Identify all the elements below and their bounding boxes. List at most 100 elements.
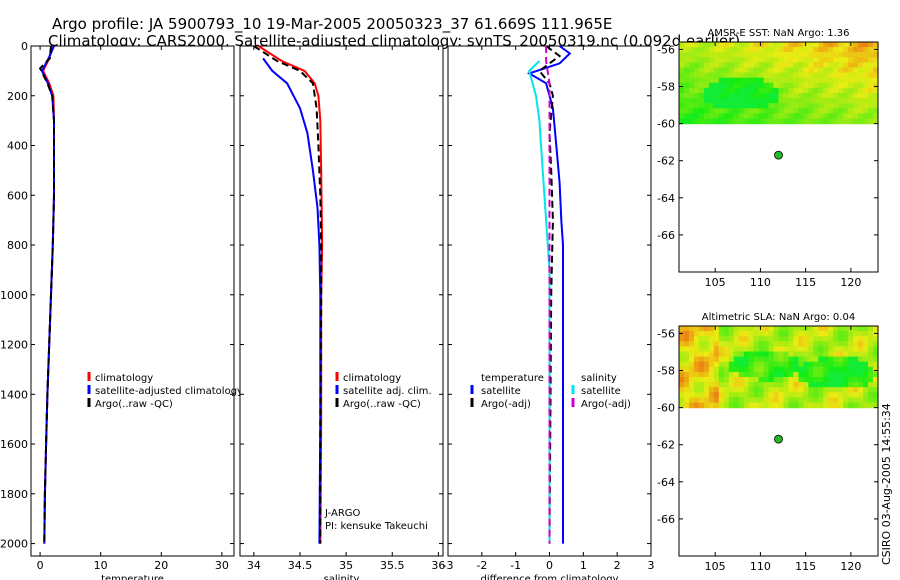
field-cell	[863, 397, 869, 404]
field-cell	[753, 52, 760, 58]
field-cell	[788, 72, 795, 79]
field-cell	[768, 336, 775, 342]
field-cell	[708, 52, 715, 58]
field-cell	[733, 392, 740, 398]
field-cell	[728, 402, 735, 409]
field-cell	[853, 377, 859, 383]
field-cell	[833, 72, 839, 79]
field-cell	[803, 351, 809, 358]
field-cell	[698, 377, 705, 383]
field-cell	[679, 72, 685, 79]
field-cell	[778, 57, 785, 63]
field-cell	[863, 98, 869, 104]
field-cell	[738, 341, 745, 347]
field-cell	[684, 351, 690, 358]
field-cell	[783, 361, 790, 368]
field-cell	[693, 356, 700, 363]
legend-label: satellite-adjusted climatology	[95, 386, 243, 397]
field-cell	[848, 361, 854, 368]
field-cell	[733, 93, 740, 99]
field-cell	[853, 341, 859, 347]
field-cell	[783, 382, 790, 388]
x-tick-label: 34	[247, 559, 261, 572]
field-cell	[833, 47, 839, 53]
x-tick-label: 120	[840, 276, 861, 289]
field-cell	[868, 402, 874, 409]
x-tick-label: 34.5	[288, 559, 313, 572]
field-cell	[778, 72, 785, 79]
field-cell	[863, 93, 869, 99]
field-cell	[868, 108, 874, 114]
field-cell	[838, 336, 844, 342]
field-cell	[718, 397, 725, 404]
field-cell	[788, 371, 795, 378]
field-cell	[873, 351, 879, 358]
field-cell	[738, 402, 745, 409]
field-cell	[788, 351, 795, 358]
field-cell	[848, 103, 854, 109]
field-cell	[753, 93, 760, 99]
x-tick-label: 120	[840, 560, 861, 573]
field-cell	[783, 351, 790, 358]
field-cell	[768, 108, 775, 114]
field-cell	[679, 351, 685, 358]
field-cell	[778, 377, 785, 383]
field-cell	[758, 87, 765, 94]
field-cell	[868, 382, 874, 388]
field-cell	[818, 67, 824, 74]
field-cell	[758, 341, 765, 347]
field-cell	[828, 366, 834, 373]
field-cell	[848, 382, 854, 388]
field-cell	[728, 397, 735, 404]
field-cell	[813, 103, 819, 109]
field-cell	[853, 47, 859, 53]
field-cell	[863, 77, 869, 84]
field-cell	[758, 98, 765, 104]
field-cell	[848, 356, 854, 363]
field-cell	[758, 67, 765, 74]
field-cell	[753, 382, 760, 388]
field-cell	[858, 392, 864, 398]
field-cell	[873, 336, 879, 342]
field-cell	[743, 93, 750, 99]
field-cell	[858, 336, 864, 342]
field-cell	[873, 72, 879, 79]
field-cell	[843, 331, 849, 337]
field-cell	[823, 356, 829, 363]
field-cell	[693, 72, 700, 79]
field-cell	[823, 42, 829, 48]
field-cell	[708, 103, 715, 109]
field-cell	[813, 351, 819, 358]
field-cell	[738, 351, 745, 358]
field-cell	[728, 42, 735, 48]
field-cell	[798, 336, 804, 342]
field-cell	[798, 98, 804, 104]
field-cell	[778, 98, 785, 104]
field-cell	[708, 341, 715, 347]
field-cell	[808, 52, 814, 58]
field-cell	[873, 62, 879, 69]
field-cell	[873, 346, 879, 353]
field-cell	[783, 397, 790, 404]
field-cell	[689, 98, 695, 104]
field-cell	[698, 392, 705, 398]
field-cell	[708, 47, 715, 53]
field-cell	[848, 346, 854, 353]
field-cell	[689, 346, 695, 353]
field-cell	[743, 72, 750, 79]
field-cell	[833, 331, 839, 337]
field-cell	[828, 397, 834, 404]
field-cell	[833, 346, 839, 353]
field-cell	[813, 387, 819, 393]
field-cell	[753, 98, 760, 104]
field-cell	[693, 361, 700, 368]
field-cell	[803, 52, 809, 58]
field-cell	[753, 62, 760, 69]
field-cell	[798, 361, 804, 368]
field-cell	[808, 82, 814, 89]
field-cell	[793, 356, 799, 363]
field-cell	[793, 93, 799, 99]
field-cell	[863, 331, 869, 337]
field-cell	[858, 57, 864, 63]
field-cell	[783, 93, 790, 99]
